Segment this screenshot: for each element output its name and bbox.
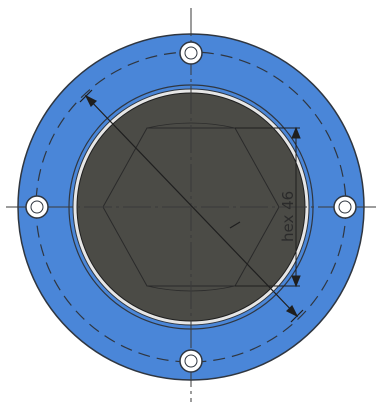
diameter-dimension [79,89,304,323]
hex-dimension [235,126,301,288]
center-mark [229,221,241,229]
bolt-hole-left [25,195,49,219]
bolt-hole-top [179,41,203,65]
hex-dimension-label: hex 46 [279,191,297,242]
bolt-hole-bottom [179,349,203,373]
bolt-hole-right [333,195,357,219]
